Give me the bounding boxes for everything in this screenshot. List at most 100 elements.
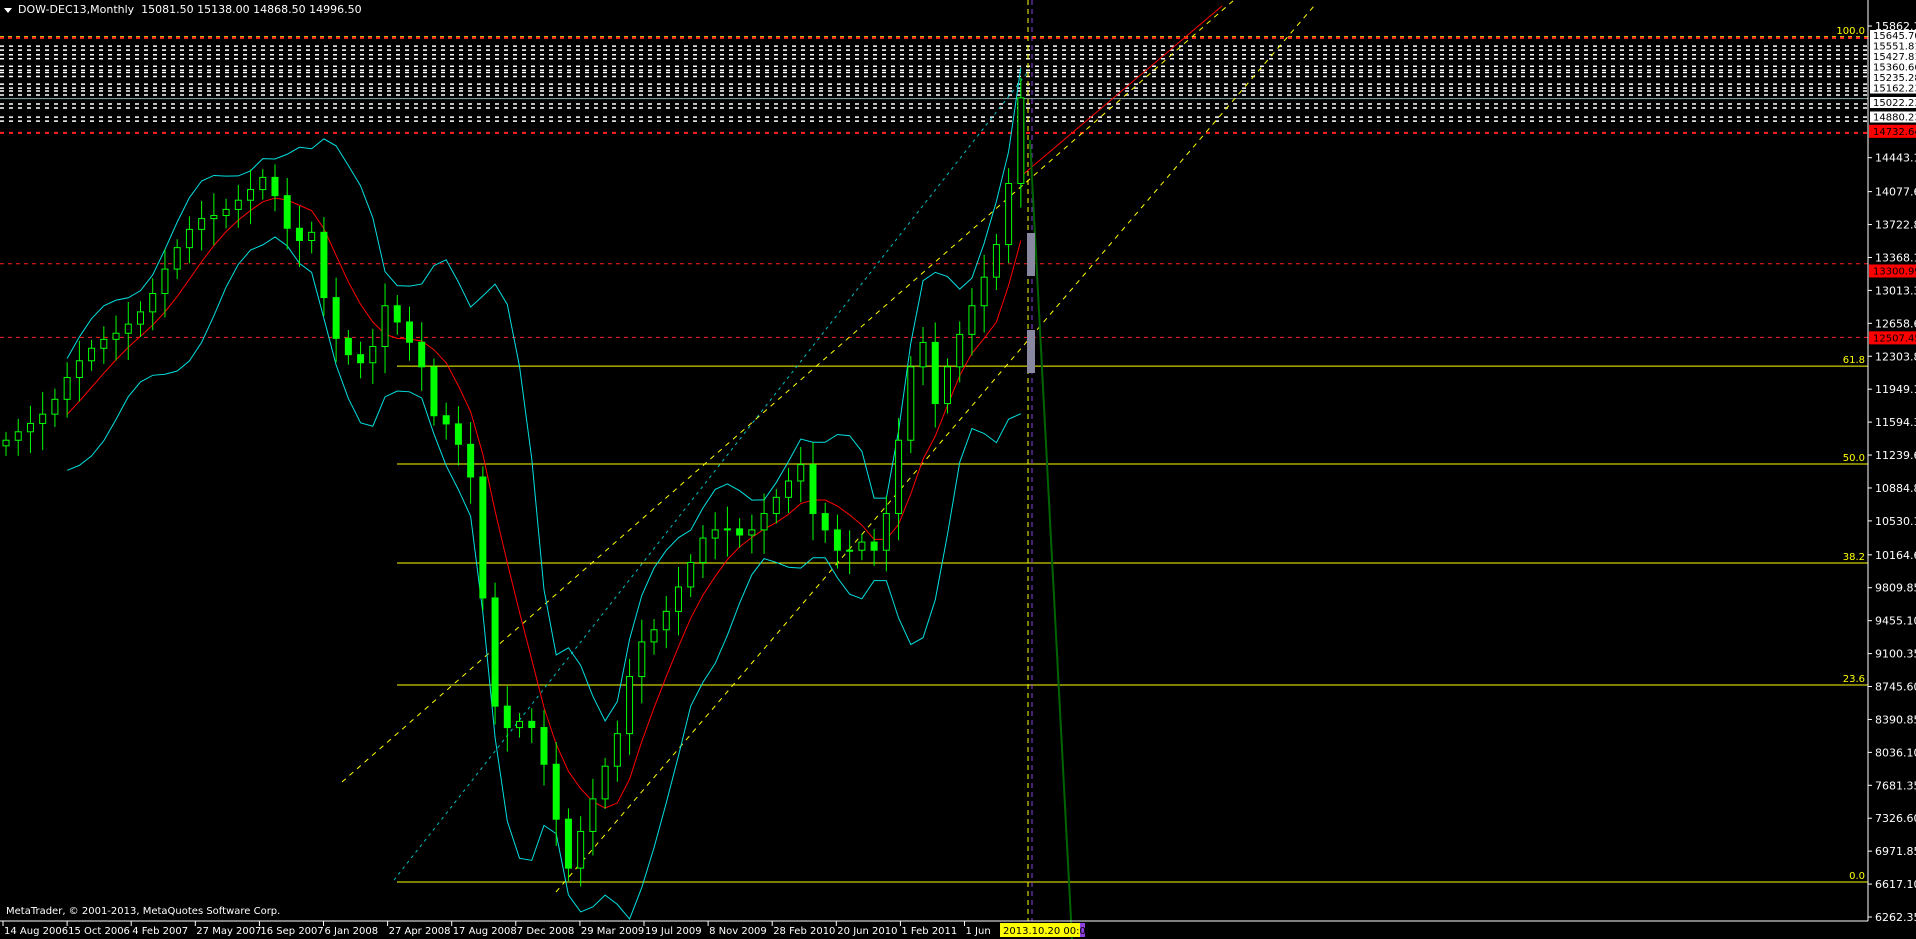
candle-body [467,443,475,478]
candle-body [552,763,560,820]
current-level-badge [1869,124,1916,138]
candle-body [112,332,120,340]
price-tick-label: 13368.10 [1875,251,1916,264]
candle-body [247,189,255,201]
candle-body [797,464,805,482]
level-label-bg [1870,111,1916,123]
candle-body [357,354,365,364]
moving-average-line [66,197,1022,809]
level-label-bg [1870,97,1916,108]
candle-body [210,215,218,220]
candle-body [39,413,47,424]
candle-body [687,561,695,588]
time-tick-label: 28 Feb 2010 [773,926,835,937]
candle-body [723,528,731,531]
candle-body [650,629,658,643]
price-tick-label: 6262.35 [1875,911,1916,924]
candle-body [51,398,59,415]
candle-body [100,338,108,349]
time-tick-label: 8 Nov 2009 [709,926,767,937]
price-tick-label: 9809.85 [1875,582,1916,595]
level-label: 14880.23 [1873,113,1916,124]
fibo-label: 38.2 [1843,552,1865,563]
level-label: 15162.23 [1873,84,1916,95]
level-label-bg [1870,61,1916,73]
fibo-label: 0.0 [1849,871,1865,882]
candle-body [271,176,279,197]
dashed-level-badge [1869,331,1916,345]
candle-body [674,586,682,612]
bollinger-bands [66,67,1022,921]
price-tick-label: 9455.10 [1875,615,1916,628]
candle-body [503,705,511,729]
price-tick-label: 13722.85 [1875,219,1916,232]
candle-body [699,537,707,563]
candle-body [491,597,499,707]
candle-body [479,476,487,599]
candle-body [540,727,548,765]
candle-body [748,529,756,536]
candle-body [564,818,572,869]
price-axis: 15862.10 14443.10 14077.60 13722.85 13368.10… [1867,0,1916,924]
time-tick-label: 17 Aug 2008 [453,926,517,937]
price-tick-label: 13013.35 [1875,284,1916,297]
price-tick-label: 10164.60 [1875,549,1916,562]
candle-body [516,720,524,729]
gray-zone-lower [1027,330,1035,373]
time-tick-label: 15 Oct 2006 [68,926,130,937]
dashed-level-badge [1869,264,1916,278]
fibo-label: 50.0 [1843,453,1865,464]
time-tick-label: 6 Jan 2008 [325,926,379,937]
time-tick-label: 7 Dec 2008 [517,926,575,937]
chart-header: DOW-DEC13,Monthly 15081.50 15138.00 1486… [4,3,362,16]
level-label: 15551.81 [1873,42,1916,53]
price-tick-label: 14443.10 [1875,152,1916,165]
candle-body [858,541,866,551]
candle-body [63,376,71,400]
price-tick-label: 8036.10 [1875,746,1916,759]
chart-menu-triangle-icon[interactable] [4,7,12,13]
candle-body [626,676,634,735]
candle-body [26,422,34,433]
candle-body [931,341,939,405]
candle-body [956,333,964,368]
candle-body [344,337,352,356]
candle-body [308,231,316,242]
candle-body [393,305,401,323]
candle-body [149,293,157,313]
candle-body [198,218,206,230]
price-tick-label: 7681.35 [1875,779,1916,792]
candle-body [332,297,340,339]
candle-body [968,305,976,335]
time-tick-label: 1 Feb 2011 [901,926,957,937]
candle-body [809,464,817,515]
candle-body [882,513,890,551]
level-label-bg [1870,30,1916,41]
candle-body [589,798,597,832]
price-tick-label: 11949.10 [1875,383,1916,396]
candle-body [601,765,609,800]
fibo-label: 100.0 [1836,26,1865,37]
time-tick-label: 27 Apr 2008 [389,926,451,937]
time-marker-badge [1000,923,1080,937]
time-marker-label: 2013.10.20 00:00 [1003,926,1092,937]
price-tick-label: 12658.60 [1875,317,1916,330]
channel-upper-line [341,0,1235,783]
candle-body [943,366,951,405]
candle-body [711,529,719,539]
cyan-trend-line [393,72,1028,881]
level-label: 15360.66 [1873,63,1916,74]
gray-zone-upper [1027,233,1035,276]
candle-body [442,415,450,425]
candle-body [418,341,426,368]
candle-body [895,439,903,515]
candle-body [234,199,242,210]
time-tick-label: 27 May 2007 [196,926,261,937]
candle-body [430,366,438,417]
candle-body [833,529,841,551]
symbol-label: DOW-DEC13,Monthly [18,3,135,16]
candle-body [454,423,462,445]
time-axis: 14 Aug 2006 15 Oct 2006 4 Feb 2007 27 May 2… [0,920,1868,937]
level-label: 15022.23 [1873,98,1916,109]
